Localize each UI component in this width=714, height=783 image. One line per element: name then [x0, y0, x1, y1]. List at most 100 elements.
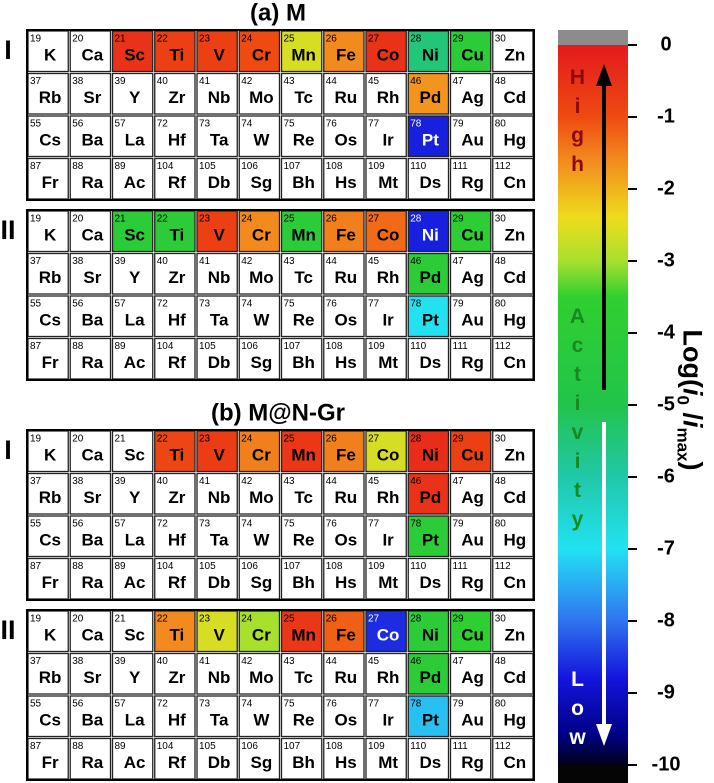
element-symbol: Hg: [504, 711, 527, 730]
atomic-number: 43: [284, 256, 296, 267]
atomic-number: 106: [241, 561, 258, 572]
atomic-number: 104: [157, 561, 174, 572]
element-symbol: Ag: [461, 668, 484, 687]
cell: [69, 695, 112, 738]
atomic-number: 112: [495, 341, 511, 352]
cell: [365, 515, 407, 558]
atomic-number: 22: [157, 434, 169, 445]
atomic-number: 38: [72, 76, 84, 87]
cell: [69, 472, 112, 515]
element-symbol: Ir: [382, 531, 394, 550]
y-tick-label: -4: [657, 321, 676, 343]
cell: [280, 295, 323, 338]
element-symbol: Rf: [168, 173, 186, 192]
element-symbol: Rb: [39, 668, 62, 687]
cell: [154, 557, 196, 600]
cell: [154, 295, 196, 338]
atomic-number: 25: [284, 614, 296, 625]
atomic-number: 73: [199, 119, 211, 130]
atomic-number: 26: [326, 434, 338, 445]
label-part: Log(: [677, 329, 708, 388]
element-symbol: Ta: [210, 711, 229, 730]
cell: [492, 337, 534, 380]
atomic-number: 89: [115, 161, 127, 172]
element-symbol: Ru: [335, 88, 358, 107]
cell: [27, 115, 69, 158]
element-symbol: Sr: [83, 88, 101, 107]
atomic-number: 109: [368, 161, 385, 172]
cell: [238, 115, 281, 158]
element-symbol: Cd: [504, 488, 527, 507]
atomic-number: 28: [410, 214, 422, 225]
atomic-number: 79: [453, 299, 465, 310]
element-symbol: Ca: [82, 226, 104, 245]
atomic-number: 72: [157, 299, 169, 310]
label-part: i: [677, 419, 708, 428]
cell: [196, 472, 238, 515]
element-symbol: Ru: [335, 488, 358, 507]
atomic-number: 42: [241, 476, 253, 487]
element-symbol: Ir: [382, 131, 394, 150]
element-symbol: Mo: [249, 268, 274, 287]
element-symbol: Mt: [378, 173, 398, 192]
element-symbol: Ti: [169, 46, 184, 65]
element-symbol: Ac: [124, 173, 146, 192]
element-symbol: Db: [208, 353, 231, 372]
element-symbol: Cn: [504, 753, 527, 772]
cell-value: [323, 610, 365, 653]
cell-value: [449, 430, 492, 473]
element-symbol: Db: [208, 173, 231, 192]
atomic-number: 21: [115, 214, 127, 225]
atomic-number: 75: [284, 299, 296, 310]
atomic-number: 107: [284, 741, 301, 752]
atomic-number: 104: [157, 341, 174, 352]
atomic-number: 30: [495, 214, 507, 225]
cell: [69, 557, 112, 600]
cell: [492, 252, 534, 295]
cell: [27, 157, 69, 200]
element-symbol: Cd: [504, 88, 527, 107]
element-symbol: Hg: [504, 531, 527, 550]
element-symbol: Nb: [208, 668, 231, 687]
element-symbol: Rf: [168, 753, 186, 772]
cell: [238, 72, 281, 115]
element-symbol: Cs: [39, 531, 61, 550]
cell: [111, 295, 154, 338]
element-symbol: Ru: [335, 668, 358, 687]
element-symbol: Pt: [422, 531, 439, 550]
atomic-number: 112: [495, 561, 511, 572]
atomic-number: 55: [30, 119, 42, 130]
atomic-number: 77: [368, 699, 380, 710]
atomic-number: 76: [326, 119, 338, 130]
atomic-number: 28: [410, 34, 422, 45]
cell-value: [407, 652, 450, 695]
y-tick-label: -2: [657, 177, 675, 199]
atomic-number: 77: [368, 519, 380, 530]
atomic-number: 40: [157, 476, 169, 487]
cell: [365, 652, 407, 695]
cell: [492, 695, 534, 738]
element-symbol: Pt: [422, 711, 439, 730]
atomic-number: 45: [368, 76, 380, 87]
atomic-number: 72: [157, 519, 169, 530]
element-symbol: Ds: [420, 753, 442, 772]
panel-label: II: [0, 615, 15, 645]
atomic-number: 48: [495, 76, 507, 87]
element-symbol: Ca: [82, 46, 104, 65]
atomic-number: 87: [30, 741, 42, 752]
cell: [111, 115, 154, 158]
cell: [449, 695, 492, 738]
atomic-number: 41: [199, 656, 211, 667]
cell: [69, 610, 112, 653]
element-symbol: Hs: [335, 573, 357, 592]
cell: [407, 557, 450, 600]
atomic-number: 26: [326, 614, 338, 625]
element-symbol: Ti: [169, 626, 184, 645]
atomic-number: 55: [30, 299, 42, 310]
element-symbol: Ta: [210, 531, 229, 550]
atomic-number: 57: [115, 519, 127, 530]
atomic-number: 29: [453, 614, 465, 625]
cell: [27, 295, 69, 338]
